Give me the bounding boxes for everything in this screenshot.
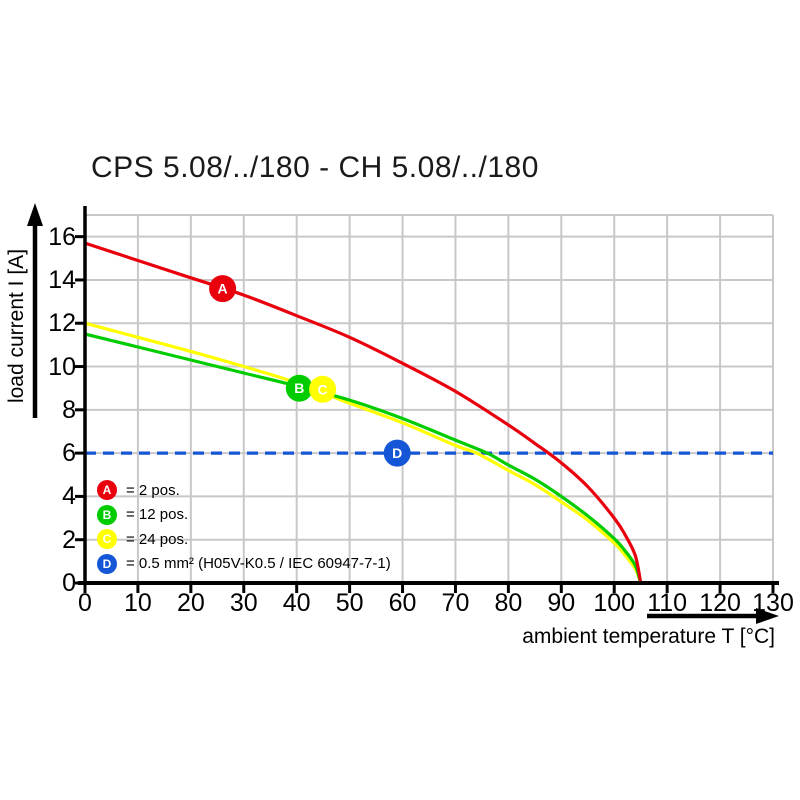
marker-B: B [285,374,313,402]
legend: A = 2 pos. B = 12 pos. C = 24 pos. D = 0.5 mm² … [97,480,391,574]
legend-dot-icon: D [97,553,117,574]
chart-title: CPS 5.08/../180 - CH 5.08/../180 [91,151,539,184]
y-tick-label-12: 12 [48,309,76,338]
marker-letter: B [294,380,304,396]
x-tick-label-70: 70 [441,589,470,617]
legend-item-text: = 24 pos. [126,530,189,548]
curve-C [84,321,643,584]
curve-B [84,332,643,584]
x-tick-label-30: 30 [229,589,258,617]
legend-item-text: = 12 pos. [126,506,189,523]
x-tick-label-40: 40 [282,589,311,617]
legend-item-B: B = 12 pos. [97,504,391,525]
y-tick-label-10: 10 [48,352,76,381]
legend-dot-icon: A [97,480,117,500]
x-tick-label-90: 90 [547,589,576,617]
y-tick-label-2: 2 [62,525,76,554]
legend-dot-icon: B [97,504,117,525]
x-tick-label-0: 0 [78,589,92,617]
x-tick-label-130: 130 [752,589,794,617]
legend-dot-icon: C [97,529,117,549]
x-tick-label-120: 120 [699,589,741,617]
y-axis-arrow-icon [27,203,43,226]
x-axis-label: ambient temperature T [°C] [522,625,775,648]
y-tick-label-6: 6 [62,439,76,468]
marker-D: D [383,439,411,467]
y-tick-label-0: 0 [62,569,76,597]
y-tick-label-16: 16 [48,222,76,251]
marker-letter: C [318,381,328,397]
legend-item-A: A = 2 pos. [97,480,391,500]
x-tick-label-80: 80 [494,589,523,617]
marker-letter: D [392,445,402,461]
y-tick-label-4: 4 [62,482,76,511]
y-tick-label-8: 8 [62,395,76,424]
marker-C: C [309,375,337,403]
x-tick-label-20: 20 [176,589,205,617]
x-tick-label-110: 110 [647,589,688,617]
x-tick-label-50: 50 [335,589,364,617]
x-tick-label-10: 10 [124,589,152,617]
x-axis-arrow-icon [756,608,779,624]
marker-A: A [209,275,237,303]
legend-item-D: D = 0.5 mm² (H05V-K0.5 / IEC 60947-7-1) [97,553,391,574]
legend-item-C: C = 24 pos. [97,529,391,549]
marker-letter: A [218,281,228,297]
legend-item-text: = 2 pos. [126,481,180,499]
legend-item-text: = 0.5 mm² (H05V-K0.5 / IEC 60947-7-1) [126,555,391,572]
y-tick-label-14: 14 [48,265,76,294]
x-tick-label-100: 100 [593,589,636,617]
x-tick-label-60: 60 [388,589,417,617]
